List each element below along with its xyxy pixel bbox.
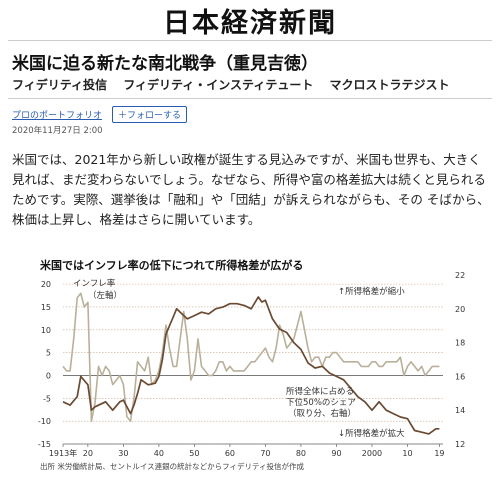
income-share-series-line — [62, 296, 440, 435]
x-tick-label: 50 — [189, 449, 199, 458]
right-tick-label: 20 — [455, 305, 465, 314]
left-tick-label: -10 — [38, 417, 51, 426]
article-paragraph: 米国では、2021年から新しい政権が誕生する見込みですが、米国も世界も、大きく見… — [12, 152, 490, 227]
publish-date: 2020年11月27日 2:00 — [12, 126, 103, 136]
left-tick-label: -5 — [43, 394, 51, 403]
byline-institute: フィデリティ・インスティテュート — [123, 78, 314, 92]
inflation-inequality-chart: -15 -10 -5 0 5 10 15 20 12 14 16 18 20 22 1913年 20 30 40 5… — [38, 271, 465, 458]
byline-company[interactable]: フィデリティ投信 — [12, 78, 108, 92]
share-label-line3: （取り分、右軸） — [288, 408, 356, 419]
portfolio-link[interactable]: プロのポートフォリオ — [12, 111, 103, 121]
right-tick-label: 14 — [455, 406, 465, 415]
x-tick-label: 40 — [154, 449, 164, 458]
article-byline: フィデリティ投信 フィデリティ・インスティテュート マクロストラテジスト — [12, 76, 462, 93]
right-tick-label: 18 — [455, 339, 465, 348]
author-actions: プロのポートフォリオ ＋フォローする — [12, 106, 188, 123]
article-title: 米国に迫る新たな南北戦争（重見吉徳） — [12, 54, 318, 74]
left-tick-label: 15 — [41, 303, 51, 312]
right-tick-label: 12 — [455, 440, 465, 449]
share-label-line1: 所得全体に占める — [286, 386, 354, 397]
right-tick-label: 22 — [455, 271, 465, 280]
x-tick-label: 80 — [296, 449, 306, 458]
masthead-divider — [8, 40, 492, 41]
x-tick-label: 1913年 — [49, 448, 77, 458]
right-tick-label: 16 — [455, 372, 465, 381]
x-tick-label: 19 — [434, 449, 444, 458]
x-tick-label: 70 — [260, 449, 270, 458]
x-tick-label: 2000 — [362, 449, 382, 458]
left-tick-label: -15 — [38, 440, 51, 449]
masthead-logo[interactable]: 日本経済新聞 — [163, 7, 337, 39]
x-tick-label: 10 — [402, 449, 412, 458]
left-tick-label: 5 — [46, 349, 51, 358]
chart-source: 出所 米労働統計局、セントルイス連銀の統計などからフィデリティ投信が作成 — [40, 462, 305, 471]
byline-divider — [8, 98, 492, 99]
chart-title: 米国ではインフレ率の低下につれて所得格差が広がる — [40, 259, 304, 272]
inflation-label-line1: インフレ率 — [73, 278, 116, 289]
x-tick-label: 30 — [118, 449, 128, 458]
masthead[interactable]: 日本経済新聞 — [0, 0, 500, 40]
left-tick-label: 20 — [41, 280, 51, 289]
article-body: 米国では、2021年から新しい政権が誕生する見込みですが、米国も世界も、大きく見… — [12, 150, 492, 230]
x-tick-label: 90 — [331, 449, 341, 458]
left-tick-label: 10 — [41, 326, 51, 335]
share-label-line2: 下位50%のシェア — [286, 397, 356, 408]
x-tick-label: 20 — [83, 449, 93, 458]
inflation-label-line2: （左軸） — [88, 290, 122, 301]
follow-button[interactable]: ＋フォローする — [112, 106, 188, 123]
x-tick-label: 60 — [225, 449, 235, 458]
expand-annotation: ↓所得格差が拡大 — [338, 428, 405, 439]
left-tick-label: 0 — [46, 371, 51, 380]
shrink-annotation: ↑所得格差が縮小 — [338, 286, 405, 297]
byline-role: マクロストラテジスト — [329, 78, 450, 92]
